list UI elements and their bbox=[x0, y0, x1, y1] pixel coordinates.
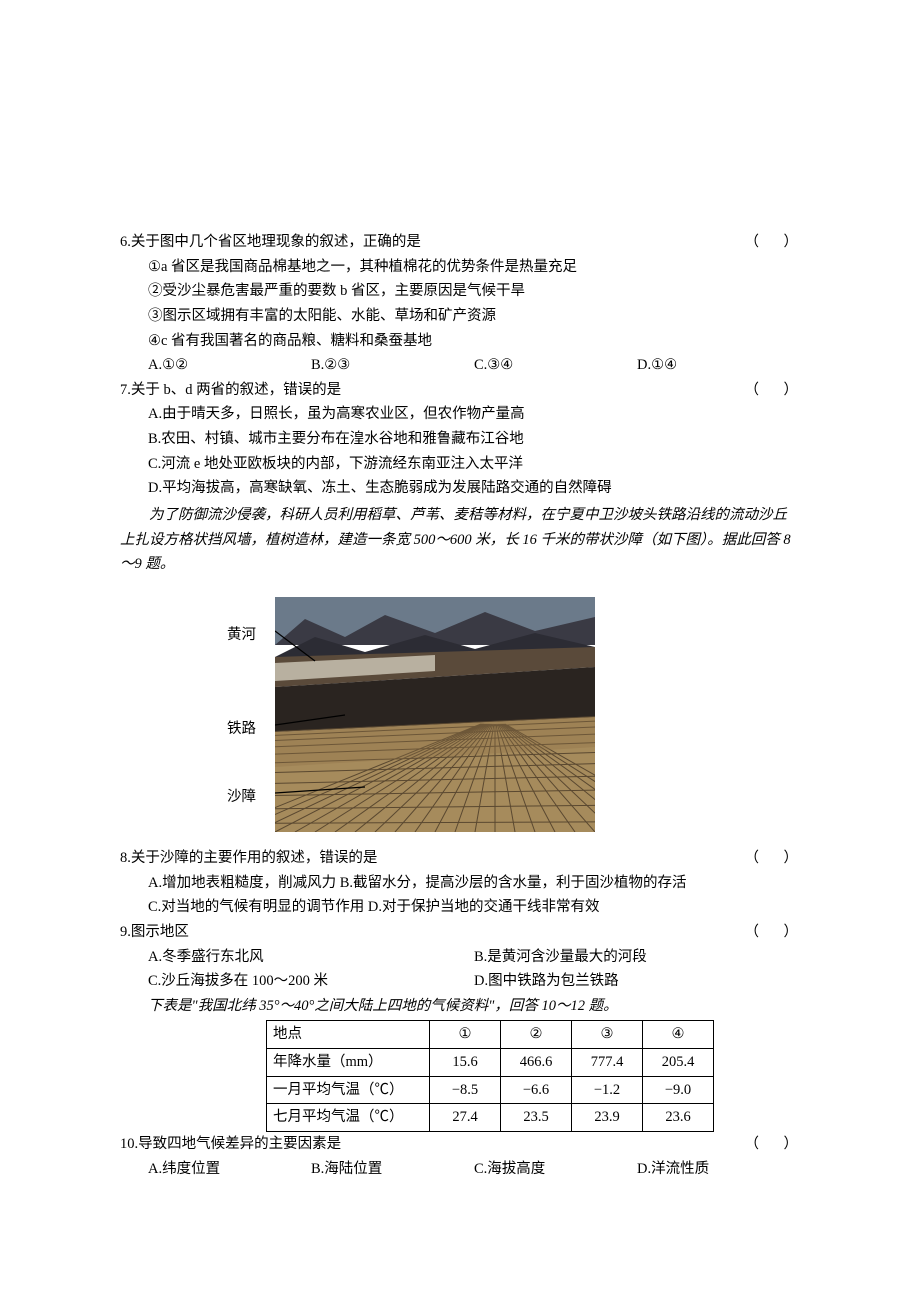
table-cell: 15.6 bbox=[430, 1049, 501, 1077]
q8-opt-ab: A.增加地表粗糙度，削减风力 B.截留水分，提高沙层的含水量，利于固沙植物的存活 bbox=[120, 871, 800, 896]
q6-opt-d: D.①④ bbox=[637, 353, 800, 378]
q9-stem: 9.图示地区 bbox=[120, 920, 745, 945]
q9-row2: C.沙丘海拔多在 100～200 米 D.图中铁路为包兰铁路 bbox=[120, 969, 800, 994]
q9-opt-b: B.是黄河含沙量最大的河段 bbox=[474, 945, 800, 970]
table-cell: 年降水量（mm） bbox=[267, 1049, 430, 1077]
q7-opt-a: A.由于晴天多，日照长，虽为高寒农业区，但农作物产量高 bbox=[120, 402, 800, 427]
q6-sub1: ①a 省区是我国商品棉基地之一，其种植棉花的优势条件是热量充足 bbox=[120, 255, 800, 280]
q10-opt-a: A.纬度位置 bbox=[148, 1157, 311, 1182]
table-header-cell: ④ bbox=[643, 1021, 714, 1049]
sand-barrier-figure: 黄河 铁路 沙障 bbox=[275, 597, 645, 832]
table-cell: −9.0 bbox=[643, 1076, 714, 1104]
q9-paren: （ ） bbox=[745, 920, 801, 945]
q9-opt-a: A.冬季盛行东北风 bbox=[148, 945, 474, 970]
q10-paren: （ ） bbox=[745, 1132, 801, 1157]
q6-sub2: ②受沙尘暴危害最严重的要数 b 省区，主要原因是气候干旱 bbox=[120, 279, 800, 304]
q6-sub3: ③图示区域拥有丰富的太阳能、水能、草场和矿产资源 bbox=[120, 304, 800, 329]
q9-opt-c: C.沙丘海拔多在 100～200 米 bbox=[148, 969, 474, 994]
table-cell: 23.6 bbox=[643, 1104, 714, 1132]
q10-options: A.纬度位置 B.海陆位置 C.海拔高度 D.洋流性质 bbox=[120, 1157, 800, 1182]
table-header-cell: 地点 bbox=[267, 1021, 430, 1049]
q7-paren: （ ） bbox=[745, 378, 801, 403]
table-cell: 777.4 bbox=[572, 1049, 643, 1077]
q9-opt-d: D.图中铁路为包兰铁路 bbox=[474, 969, 800, 994]
q6-paren: （ ） bbox=[745, 230, 801, 255]
q7-stem: 7.关于 b、d 两省的叙述，错误的是 bbox=[120, 378, 745, 403]
q10-opt-b: B.海陆位置 bbox=[311, 1157, 474, 1182]
table-row: 七月平均气温（℃）27.423.523.923.6 bbox=[267, 1104, 714, 1132]
q6-stem: 6.关于图中几个省区地理现象的叙述，正确的是 bbox=[120, 230, 745, 255]
q6-opt-c: C.③④ bbox=[474, 353, 637, 378]
q6-options: A.①② B.②③ C.③④ D.①④ bbox=[120, 353, 800, 378]
q8-opt-cd: C.对当地的气候有明显的调节作用 D.对于保护当地的交通干线非常有效 bbox=[120, 895, 800, 920]
figure-label-river: 黄河 bbox=[227, 623, 256, 648]
q7-opt-b: B.农田、村镇、城市主要分布在湟水谷地和雅鲁藏布江谷地 bbox=[120, 427, 800, 452]
table-cell: 七月平均气温（℃） bbox=[267, 1104, 430, 1132]
table-cell: 一月平均气温（℃） bbox=[267, 1076, 430, 1104]
table-intro: 下表是"我国北纬 35°～40°之间大陆上四地的气候资料"，回答 10～12 题… bbox=[120, 994, 800, 1019]
q6-opt-b: B.②③ bbox=[311, 353, 474, 378]
passage-8-9: 为了防御流沙侵袭，科研人员利用稻草、芦苇、麦秸等材料，在宁夏中卫沙坡头铁路沿线的… bbox=[120, 501, 800, 579]
q9-row1: A.冬季盛行东北风 B.是黄河含沙量最大的河段 bbox=[120, 945, 800, 970]
table-cell: 466.6 bbox=[501, 1049, 572, 1077]
climate-table: 地点①②③④年降水量（mm）15.6466.6777.4205.4一月平均气温（… bbox=[266, 1020, 714, 1132]
q6-opt-a: A.①② bbox=[148, 353, 311, 378]
table-cell: 23.9 bbox=[572, 1104, 643, 1132]
figure-label-rail: 铁路 bbox=[227, 717, 256, 742]
table-header-cell: ③ bbox=[572, 1021, 643, 1049]
table-cell: 23.5 bbox=[501, 1104, 572, 1132]
q8-stem: 8.关于沙障的主要作用的叙述，错误的是 bbox=[120, 846, 745, 871]
table-cell: 27.4 bbox=[430, 1104, 501, 1132]
table-header-cell: ② bbox=[501, 1021, 572, 1049]
q10-opt-c: C.海拔高度 bbox=[474, 1157, 637, 1182]
figure-label-barrier: 沙障 bbox=[227, 785, 256, 810]
q10-stem: 10.导致四地气候差异的主要因素是 bbox=[120, 1132, 745, 1157]
q8-paren: （ ） bbox=[745, 846, 801, 871]
table-cell: 205.4 bbox=[643, 1049, 714, 1077]
table-row: 一月平均气温（℃）−8.5−6.6−1.2−9.0 bbox=[267, 1076, 714, 1104]
table-cell: −8.5 bbox=[430, 1076, 501, 1104]
table-cell: −1.2 bbox=[572, 1076, 643, 1104]
q6-sub4: ④c 省有我国著名的商品粮、糖料和桑蚕基地 bbox=[120, 329, 800, 354]
table-row: 年降水量（mm）15.6466.6777.4205.4 bbox=[267, 1049, 714, 1077]
table-cell: −6.6 bbox=[501, 1076, 572, 1104]
q10-opt-d: D.洋流性质 bbox=[637, 1157, 800, 1182]
q7-opt-d: D.平均海拔高，高寒缺氧、冻土、生态脆弱成为发展陆路交通的自然障碍 bbox=[120, 476, 800, 501]
q7-opt-c: C.河流 e 地处亚欧板块的内部，下游流经东南亚注入太平洋 bbox=[120, 452, 800, 477]
table-header-cell: ① bbox=[430, 1021, 501, 1049]
